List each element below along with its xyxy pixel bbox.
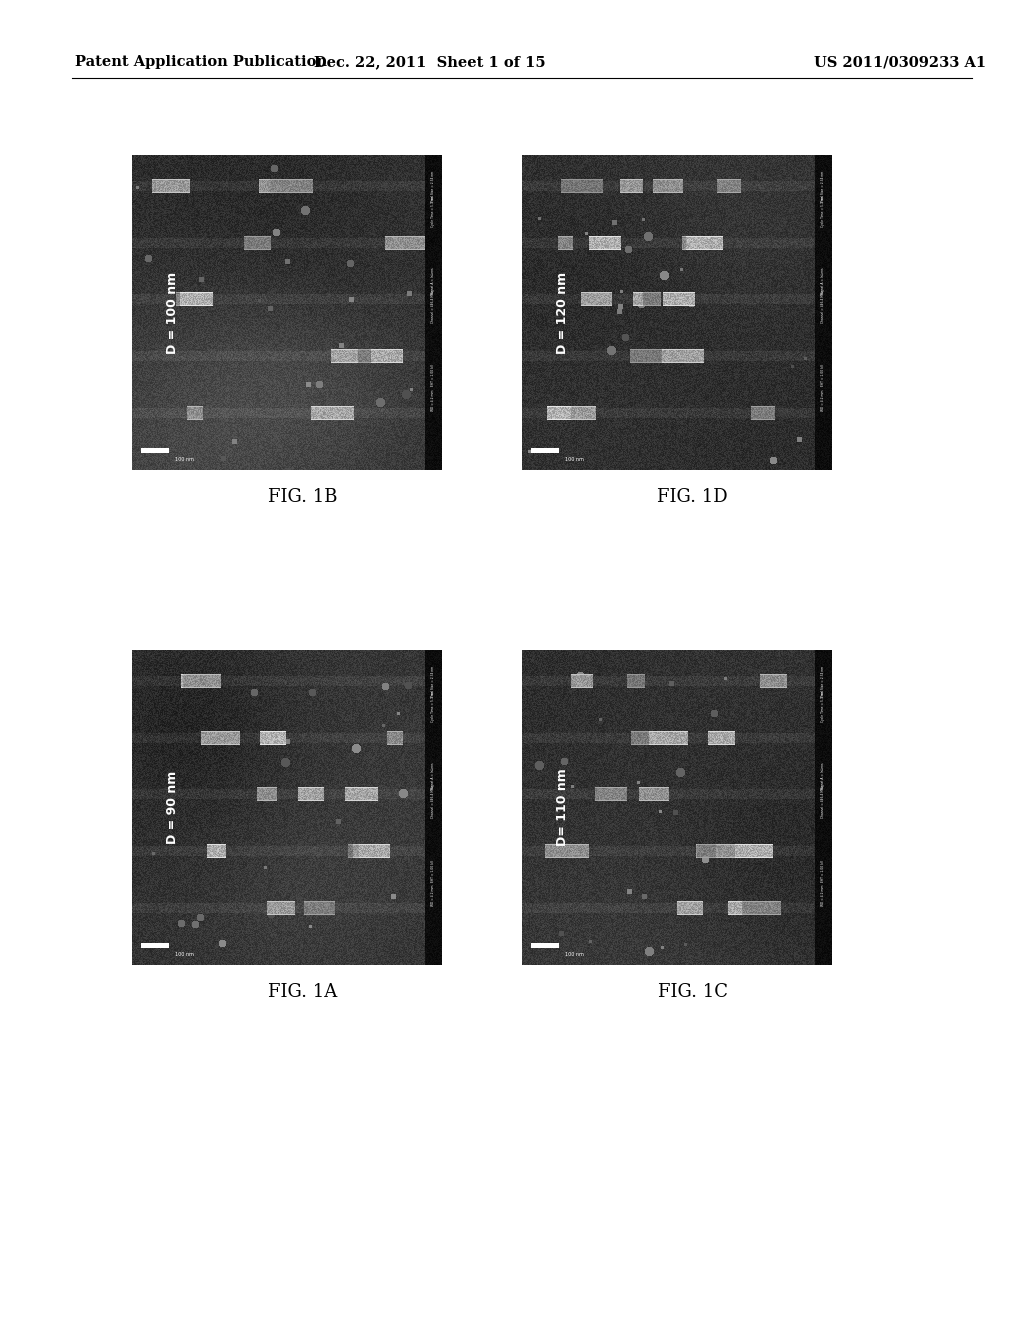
Text: Dec. 22, 2011  Sheet 1 of 15: Dec. 22, 2011 Sheet 1 of 15 (314, 55, 546, 69)
Text: Signal A = InLens: Signal A = InLens (431, 763, 435, 789)
Text: D= 110 nm: D= 110 nm (556, 768, 568, 846)
Text: EHT = 1.00 kV: EHT = 1.00 kV (821, 364, 825, 387)
Text: Pixel Size = 2.34 nm: Pixel Size = 2.34 nm (431, 170, 435, 202)
Text: WD = 4.2 mm: WD = 4.2 mm (821, 884, 825, 907)
Text: D = 120 nm: D = 120 nm (556, 272, 568, 354)
Text: Signal A = InLens: Signal A = InLens (821, 763, 825, 789)
Text: FIG. 1C: FIG. 1C (657, 983, 727, 1001)
Text: Signal A = InLens: Signal A = InLens (821, 268, 825, 294)
Text: Cycle Time = 5.1 ms: Cycle Time = 5.1 ms (431, 195, 435, 227)
Text: FIG. 1A: FIG. 1A (268, 983, 337, 1001)
Text: Signal A = InLens: Signal A = InLens (431, 268, 435, 294)
Text: Cycle Time = 5.1 ms: Cycle Time = 5.1 ms (431, 690, 435, 722)
Text: 100 nm: 100 nm (175, 458, 195, 462)
Text: EHT = 1.00 kV: EHT = 1.00 kV (431, 859, 435, 882)
Text: 100 nm: 100 nm (565, 458, 585, 462)
Text: Pixel Size = 2.34 nm: Pixel Size = 2.34 nm (431, 665, 435, 697)
Text: Pixel Size = 2.34 nm: Pixel Size = 2.34 nm (821, 665, 825, 697)
Text: Cycle Time = 5.1 ms: Cycle Time = 5.1 ms (821, 690, 825, 722)
Text: Channel = 446.4 MHz: Channel = 446.4 MHz (431, 290, 435, 322)
Text: FIG. 1D: FIG. 1D (657, 488, 728, 506)
Text: EHT = 1.00 kV: EHT = 1.00 kV (821, 859, 825, 882)
Text: FIG. 1B: FIG. 1B (267, 488, 337, 506)
Text: Patent Application Publication: Patent Application Publication (75, 55, 327, 69)
Text: Channel = 446.4 MHz: Channel = 446.4 MHz (821, 785, 825, 817)
Text: EHT = 1.00 kV: EHT = 1.00 kV (431, 364, 435, 387)
Text: Cycle Time = 5.1 ms: Cycle Time = 5.1 ms (821, 195, 825, 227)
Text: D = 90 nm: D = 90 nm (166, 771, 179, 843)
Text: Channel = 446.4 MHz: Channel = 446.4 MHz (431, 785, 435, 817)
Text: 100 nm: 100 nm (175, 953, 195, 957)
Text: WD = 4.2 mm: WD = 4.2 mm (821, 389, 825, 412)
Text: WD = 4.2 mm: WD = 4.2 mm (431, 389, 435, 412)
Text: Pixel Size = 2.34 nm: Pixel Size = 2.34 nm (821, 170, 825, 202)
Text: WD = 4.2 mm: WD = 4.2 mm (431, 884, 435, 907)
Text: D = 100 nm: D = 100 nm (166, 272, 179, 354)
Text: US 2011/0309233 A1: US 2011/0309233 A1 (814, 55, 986, 69)
Text: 100 nm: 100 nm (565, 953, 585, 957)
Text: Channel = 446.4 MHz: Channel = 446.4 MHz (821, 290, 825, 322)
